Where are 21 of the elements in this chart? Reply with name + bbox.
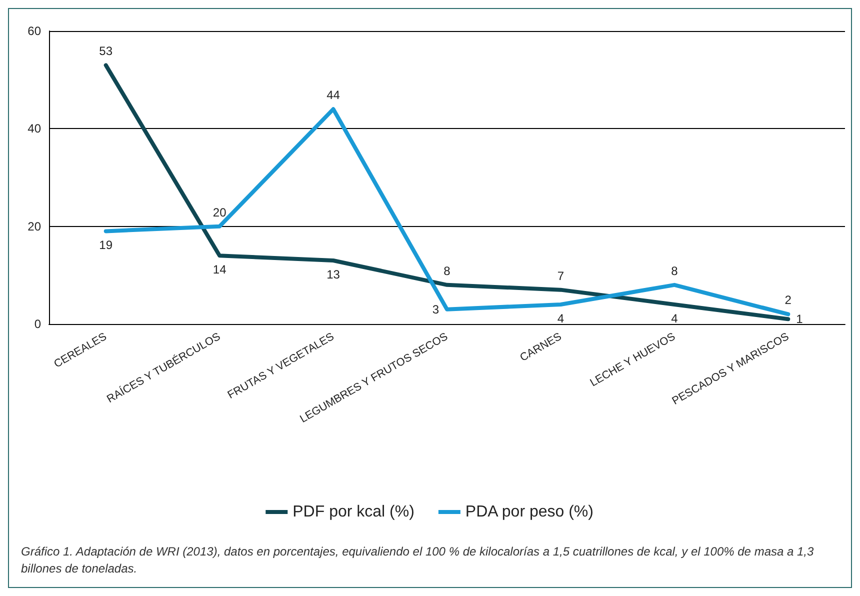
data-label: 8: [671, 264, 678, 278]
data-label: 14: [212, 262, 227, 277]
data-label: 3: [432, 302, 440, 316]
data-label: 7: [557, 268, 564, 283]
y-tick-label: 20: [28, 219, 42, 234]
data-label: 2: [784, 293, 792, 308]
data-label: 53: [99, 44, 113, 58]
data-label: 44: [326, 88, 340, 102]
data-label: 8: [444, 264, 451, 278]
legend-label: PDF por kcal (%): [292, 504, 414, 520]
legend-label: PDA por peso (%): [465, 504, 594, 520]
data-label: 13: [326, 268, 340, 282]
y-tick-label: 0: [34, 317, 42, 331]
y-tick-label: 40: [28, 122, 42, 136]
data-label: 4: [671, 311, 678, 326]
y-tick-label: 60: [28, 24, 42, 38]
data-label: 1: [796, 312, 804, 326]
data-label: 19: [99, 238, 113, 252]
text: Gráfico 1. Adaptación de WRI (2013), datos en porcentajes, equivaliendo el 100 % de kilocalorías a 1,5 cuatrillones de kcal, y el 100% de masa a 1,3 billones de toneladas.: [21, 544, 818, 576]
data-label: 20: [212, 205, 227, 220]
data-label: 4: [557, 311, 564, 326]
